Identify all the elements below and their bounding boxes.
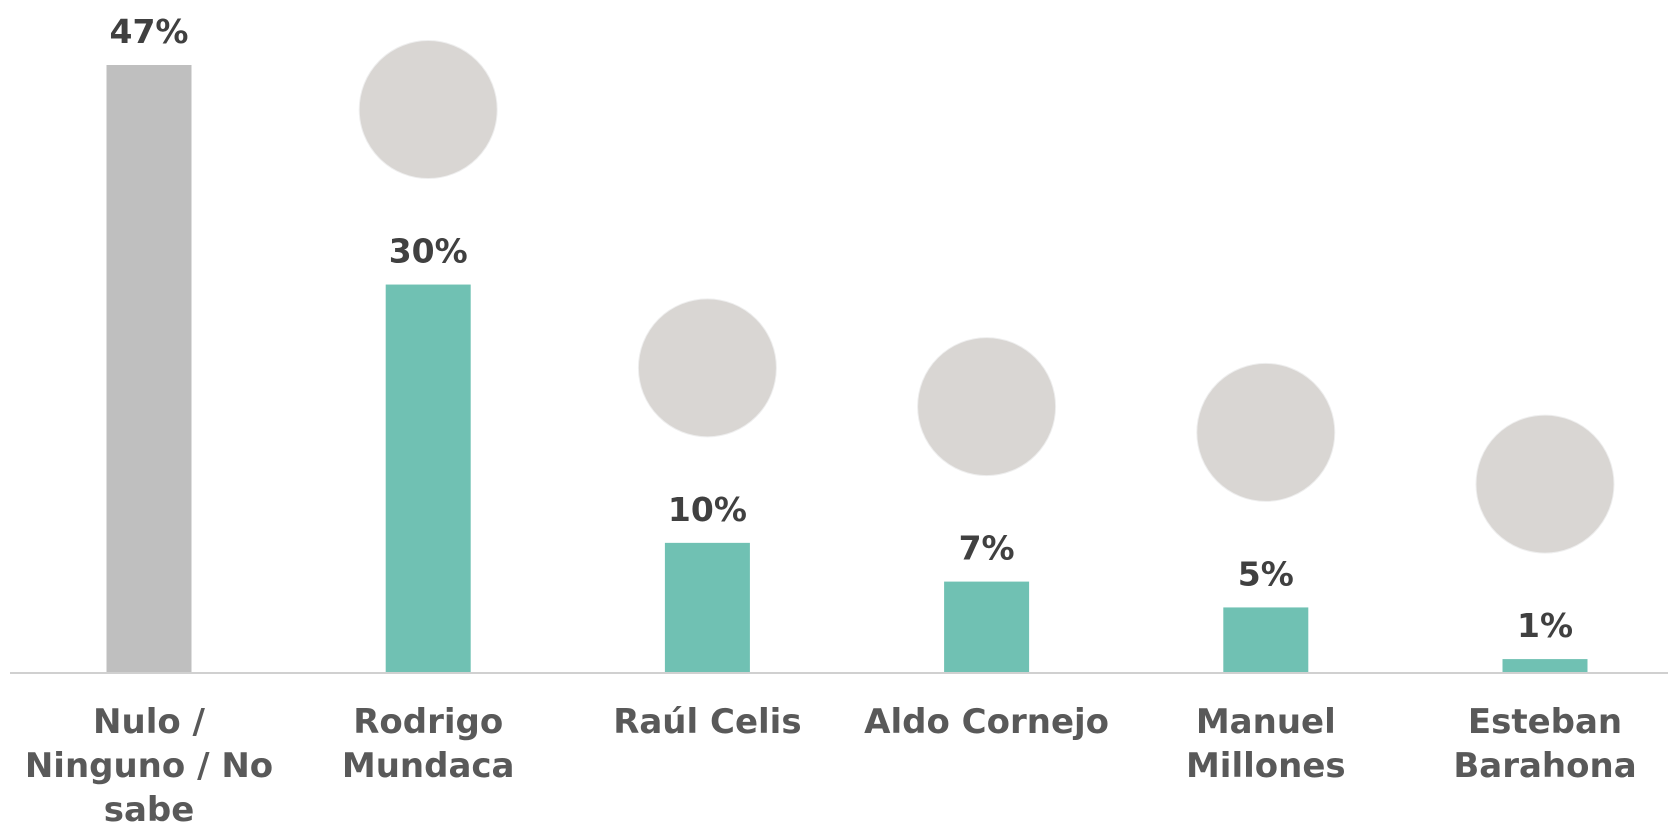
value-label: 7%	[959, 529, 1015, 568]
candidate-photo	[637, 298, 777, 438]
bar	[385, 284, 471, 672]
category-label: Rodrigo Mundaca	[341, 702, 515, 786]
bar	[944, 581, 1030, 672]
category-label: Manuel Millones	[1185, 702, 1346, 786]
value-label: 10%	[668, 490, 747, 529]
category-label: Raúl Celis	[613, 702, 802, 742]
value-label: 47%	[110, 12, 189, 51]
value-label: 5%	[1238, 554, 1294, 593]
value-label: 30%	[389, 232, 468, 271]
value-label: 1%	[1517, 606, 1573, 645]
candidate-photo	[358, 40, 498, 180]
bar	[664, 542, 750, 672]
bar	[106, 65, 192, 672]
candidate-photo	[1196, 362, 1336, 502]
category-label: Nulo / Ninguno / No sabe	[24, 702, 274, 830]
bar	[1502, 659, 1588, 672]
category-label: Aldo Cornejo	[864, 702, 1110, 742]
bar	[1223, 607, 1309, 672]
candidate-photo	[1475, 414, 1615, 554]
candidate-photo	[917, 337, 1057, 477]
category-label: Esteban Barahona	[1453, 702, 1637, 786]
